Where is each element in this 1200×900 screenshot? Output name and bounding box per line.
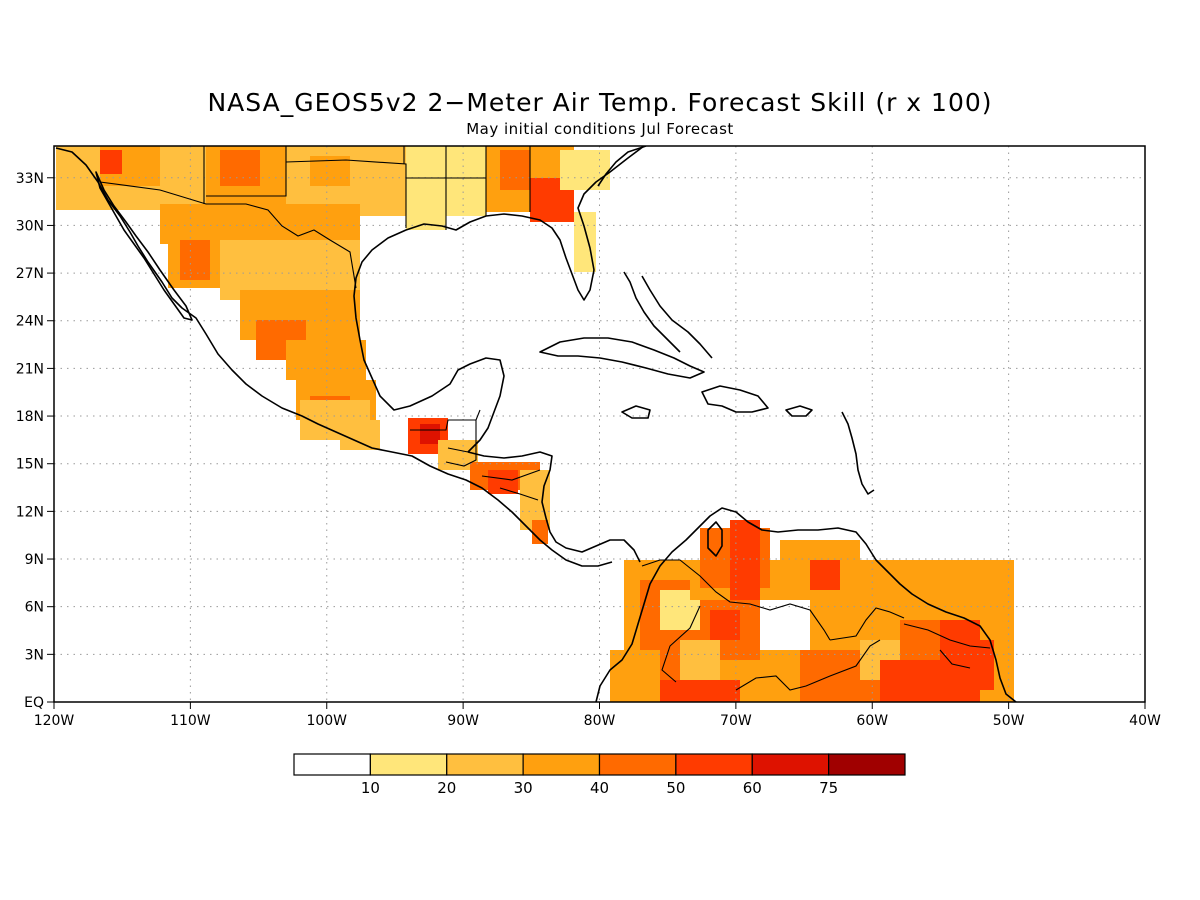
y-tick-label: 33N xyxy=(16,171,44,187)
political-borders xyxy=(99,146,991,691)
colorbar-label: 30 xyxy=(514,779,533,797)
island-cuba xyxy=(539,337,705,379)
coastlines xyxy=(55,146,1017,702)
colorbar-swatch xyxy=(522,753,601,776)
chart-title: NASA_GEOS5v2 2−Meter Air Temp. Forecast … xyxy=(207,88,992,117)
y-tick-label: 6N xyxy=(25,600,44,616)
skill-cell xyxy=(488,470,518,494)
skill-cell xyxy=(340,420,380,450)
colorbar-swatch xyxy=(446,753,524,776)
colorbar-swatch xyxy=(598,753,677,776)
island-jamaica xyxy=(621,405,651,419)
skill-cell xyxy=(680,640,720,680)
y-tick-label: 30N xyxy=(16,218,44,234)
skill-cell xyxy=(810,560,840,590)
skill-cell xyxy=(574,212,596,272)
colorbar-swatch xyxy=(293,753,371,776)
skill-cell xyxy=(500,150,530,190)
y-tick-label: 15N xyxy=(16,457,44,473)
island-hispaniola xyxy=(701,385,769,413)
x-tick-label: 50W xyxy=(993,713,1025,729)
border-us-states xyxy=(203,146,531,230)
skill-cell xyxy=(532,520,548,544)
x-tick-label: 80W xyxy=(584,713,616,729)
island-bahamas xyxy=(623,271,713,359)
y-tick-label: 12N xyxy=(16,504,44,520)
colorbar-label: 75 xyxy=(819,779,838,797)
axes: 120W 110W 100W 90W 80W 70W 60W 50W 40W EQ 3N 6N 9N 12… xyxy=(16,171,1161,729)
x-tick-label: 120W xyxy=(34,713,75,729)
skill-cell xyxy=(220,150,260,186)
coast-mexico-pacific xyxy=(55,147,613,567)
border-south-america xyxy=(641,559,991,691)
skill-field xyxy=(56,146,1014,702)
coast-maracaibo xyxy=(707,521,723,557)
x-tick-label: 100W xyxy=(306,713,347,729)
coast-south-america xyxy=(595,507,1017,702)
y-tick-label: 21N xyxy=(16,361,44,377)
x-tick-label: 40W xyxy=(1129,713,1161,729)
colorbar-swatch xyxy=(751,753,830,776)
skill-cell xyxy=(710,610,740,640)
colorbar-swatch xyxy=(675,753,753,776)
colorbar-label: 10 xyxy=(361,779,380,797)
skill-cell xyxy=(100,150,122,174)
skill-cell xyxy=(446,146,486,216)
skill-cell xyxy=(610,650,660,702)
y-tick-label: 24N xyxy=(16,314,44,330)
island-puerto-rico xyxy=(785,405,813,417)
y-tick-label: 27N xyxy=(16,266,44,282)
colorbar-swatch xyxy=(828,753,906,776)
skill-cell xyxy=(760,600,810,650)
y-tick-label: 18N xyxy=(16,409,44,425)
colorbar-label: 60 xyxy=(743,779,762,797)
coast-baja xyxy=(95,171,193,321)
skill-cell xyxy=(406,146,446,230)
skill-cell xyxy=(730,520,760,600)
coast-us-atlantic xyxy=(597,146,647,187)
skill-cell xyxy=(660,680,740,702)
colorbar-swatch xyxy=(369,753,448,776)
x-tick-label: 60W xyxy=(856,713,888,729)
skill-cell xyxy=(560,150,610,190)
x-tick-label: 90W xyxy=(447,713,479,729)
colorbar-label: 20 xyxy=(437,779,456,797)
colorbar: 10 20 30 40 50 60 75 xyxy=(293,753,906,797)
coast-gulf xyxy=(353,146,645,453)
y-tick-label: EQ xyxy=(24,695,44,711)
x-tick-label: 110W xyxy=(170,713,211,729)
map-area xyxy=(54,146,1145,702)
skill-cell xyxy=(286,340,366,380)
border-us-mexico xyxy=(99,181,357,289)
y-tick-label: 3N xyxy=(25,647,44,663)
colorbar-label: 50 xyxy=(666,779,685,797)
island-lesser-antilles xyxy=(841,411,875,495)
skill-cell xyxy=(180,240,210,280)
skill-cell xyxy=(420,424,440,444)
y-tick-label: 9N xyxy=(25,552,44,568)
x-tick-label: 70W xyxy=(720,713,752,729)
coast-caribbean-ca xyxy=(467,451,641,563)
border-central-america xyxy=(410,409,541,501)
chart-subtitle: May initial conditions Jul Forecast xyxy=(466,120,734,138)
colorbar-label: 40 xyxy=(590,779,609,797)
